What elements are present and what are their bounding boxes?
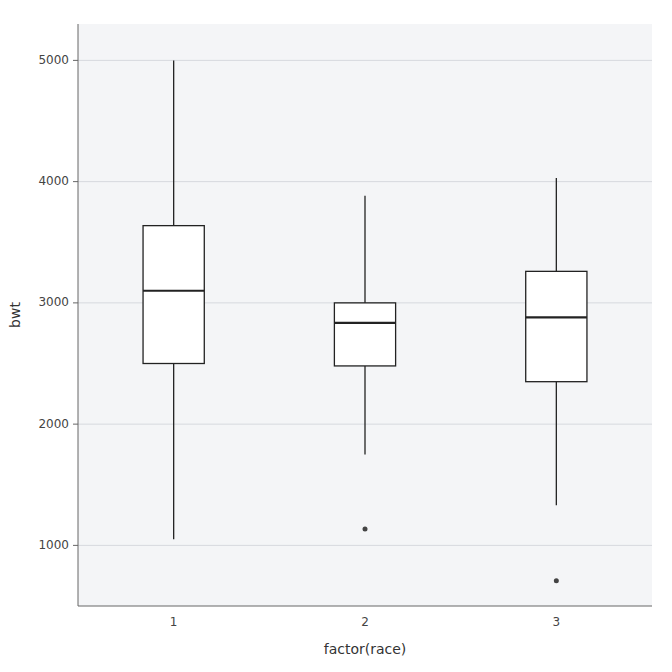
whisker-high [556,178,557,271]
whisker-high [173,60,174,225]
outlier [554,578,559,583]
whisker-high [364,196,365,303]
tick-mark [73,302,78,303]
whisker-low [556,382,557,506]
plot-background [78,24,652,606]
x-tick-label: 3 [553,615,561,629]
x-tick-label: 1 [170,615,178,629]
box-group [526,178,587,583]
box [334,303,395,366]
y-tick-label: 4000 [38,174,69,188]
y-tick-label: 2000 [38,417,69,431]
y-tick-label: 1000 [38,538,69,552]
tick-mark [73,545,78,546]
whisker-low [364,366,365,455]
y-tick-label: 3000 [38,295,69,309]
box-group [143,60,204,539]
median [526,316,587,318]
outlier [363,527,368,532]
x-tick-label: 2 [361,615,369,629]
y-axis-label: bwt [7,302,23,328]
y-tick-label: 5000 [38,53,69,67]
x-axis-line [78,606,652,607]
grid-line [78,60,652,61]
whisker-low [173,364,174,540]
box [526,271,587,381]
y-axis-line [78,24,79,606]
chart: 1000 2000 3000 4000 5000 1 2 3 factor(race) bwt [0,0,672,672]
tick-mark [73,424,78,425]
median [143,290,204,292]
tick-mark [73,60,78,61]
grid-line [78,181,652,182]
grid-line [78,545,652,546]
median [334,322,395,324]
boxes [143,60,587,583]
box [143,226,204,364]
box-group [334,196,395,532]
x-axis-label: factor(race) [324,641,407,657]
tick-mark [73,181,78,182]
grid [78,60,652,545]
